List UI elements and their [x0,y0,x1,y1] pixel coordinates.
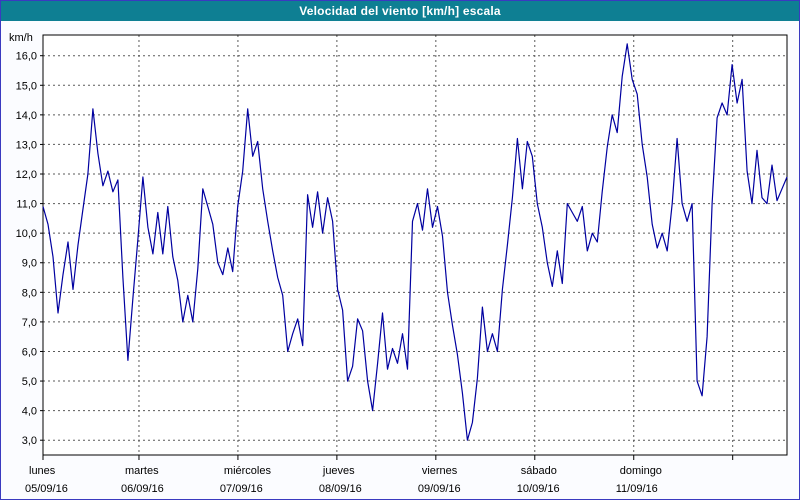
x-date-label: 09/09/16 [418,483,461,495]
x-day-label: viernes [422,465,458,477]
y-tick-label: 15,0 [16,80,37,92]
y-tick-label: 4,0 [22,406,37,418]
x-day-label: jueves [322,465,355,477]
x-day-label: miércoles [224,465,272,477]
y-tick-label: 13,0 [16,139,37,151]
wind-speed-line [42,43,788,441]
x-date-label: 10/09/16 [517,483,560,495]
x-date-label: 08/09/16 [319,483,362,495]
x-date-label: 11/09/16 [616,483,658,495]
x-date-label: 06/09/16 [121,483,164,495]
y-axis-unit-label: km/h [9,32,33,44]
y-tick-label: 9,0 [22,258,37,270]
y-tick-label: 7,0 [22,317,37,329]
plot-frame [42,34,788,456]
x-day-label: sábado [521,465,557,477]
y-tick-label: 10,0 [16,228,37,240]
y-tick-label: 14,0 [16,110,37,122]
y-tick-label: 12,0 [16,169,37,181]
y-tick-label: 8,0 [22,287,37,299]
y-tick-label: 5,0 [22,376,37,388]
chart-title: Velocidad del viento [km/h] escala [299,4,501,18]
x-day-label: martes [125,465,159,477]
y-tick-label: 3,0 [22,435,37,447]
y-tick-label: 6,0 [22,346,37,358]
y-tick-label: 11,0 [16,199,37,211]
x-date-label: 05/09/16 [25,483,68,495]
chart-title-bar: Velocidad del viento [km/h] escala [1,1,799,21]
x-date-label: 07/09/16 [220,483,263,495]
wind-speed-chart: 3,0 4,0 5,0 6,0 7,0 8,0 9,0 10,0 11,0 12,0 13,0 14,… [9,32,788,495]
y-tick-label: 16,0 [16,51,37,63]
plot-background [43,35,787,455]
x-day-label: lunes [29,465,56,477]
x-day-label: domingo [620,465,662,477]
